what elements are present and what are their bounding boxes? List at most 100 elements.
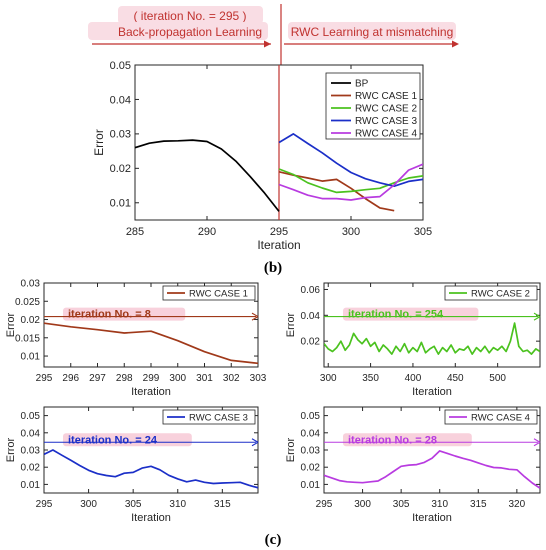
case1-ytick-label: 0.015 [15, 333, 40, 344]
main-series-rwc-case-2 [278, 168, 423, 194]
case1-xtick-label: 298 [116, 373, 133, 384]
case3-x-axis-label: Iteration [131, 512, 171, 524]
case1-annotation-highlight [63, 307, 186, 321]
case2-ytick-label: 0.06 [301, 285, 321, 296]
case4-error-plot: 295 300 305 310 315 320 0.01 0.02 0.03 0.04 0.05 It… [285, 406, 541, 524]
case2-xtick-label: 450 [447, 373, 464, 384]
case1-y-axis-label: Error [5, 312, 17, 337]
main-xtick-label: 285 [126, 226, 144, 238]
case3-annotation-text: iteration No. = 24 [68, 434, 158, 446]
case3-xtick-label: 315 [214, 499, 231, 510]
case3-ytick-label: 0.03 [21, 446, 41, 457]
main-ytick-label: 0.01 [110, 198, 131, 210]
main-xtick-label: 300 [342, 226, 360, 238]
case4-ytick-label: 0.03 [301, 446, 321, 457]
case4-legend-entry: RWC CASE 4 [471, 413, 530, 424]
panel-label-b: (b) [264, 260, 282, 276]
bp-label: Back-propagation Learning [118, 25, 262, 39]
case2-annotation-text: iteration No. = 254 [348, 309, 444, 321]
case1-ytick-label: 0.03 [21, 279, 41, 290]
case2-annotation-arrowhead [533, 312, 541, 321]
case3-xtick-label: 310 [169, 499, 186, 510]
case4-xtick-label: 310 [431, 499, 448, 510]
case4-series-rwc-case-4 [324, 450, 540, 489]
case3-legend-entry: RWC CASE 3 [189, 413, 248, 424]
case2-xtick-label: 300 [320, 373, 337, 384]
main-ytick-label: 0.05 [110, 60, 131, 72]
case2-xtick-label: 350 [362, 373, 379, 384]
case1-xtick-label: 301 [196, 373, 213, 384]
case4-x-axis-label: Iteration [412, 512, 452, 524]
main-ytick-label: 0.03 [110, 129, 131, 141]
case3-ytick-label: 0.01 [21, 480, 41, 491]
case1-xtick-label: 296 [62, 373, 79, 384]
bp-label-highlight [88, 22, 268, 40]
case4-annotation-highlight [343, 433, 472, 447]
main-ytick-label: 0.02 [110, 163, 131, 175]
case3-xtick-label: 305 [125, 499, 142, 510]
case3-ytick-label: 0.02 [21, 463, 41, 474]
case3-xtick-label: 295 [36, 499, 53, 510]
rwc-label-highlight [288, 22, 456, 40]
case4-xtick-label: 315 [470, 499, 487, 510]
case3-series-rwc-case-3 [44, 449, 258, 489]
case2-legend [444, 285, 538, 301]
case1-error-plot: 295 296 297 298 299 300 301 302 303 0.01 0.015 0.02… [5, 279, 267, 399]
phase-annotations: ( iteration No. = 295 ) Back-propagation… [88, 4, 459, 65]
case2-series-rwc-case-2 [324, 322, 540, 355]
case1-ytick-label: 0.025 [15, 297, 40, 308]
case2-xtick-label: 400 [405, 373, 422, 384]
case4-xtick-label: 295 [316, 499, 333, 510]
main-series-bp [135, 139, 280, 212]
case1-legend [162, 285, 256, 301]
main-xtick-label: 305 [414, 226, 432, 238]
case3-xtick-label: 300 [80, 499, 97, 510]
case1-ytick-label: 0.02 [21, 315, 41, 326]
case4-ytick-label: 0.04 [301, 428, 321, 439]
main-legend [325, 72, 421, 140]
case3-ytick-label: 0.04 [21, 428, 41, 439]
case2-legend-entry: RWC CASE 2 [471, 289, 530, 300]
case2-ytick-label: 0.04 [301, 311, 321, 322]
main-series-rwc-case-4 [278, 163, 423, 201]
main-ytick-label: 0.04 [110, 94, 131, 106]
case4-annotation-arrowhead [533, 438, 541, 447]
case2-error-plot: 300 350 400 450 500 0.02 0.04 0.06 Iteration Erro… [285, 282, 541, 398]
case4-ytick-label: 0.02 [301, 463, 321, 474]
main-error-plot: 285 290 295 300 305 0.01 0.02 0.03 0.04 0.05 Itera… [92, 60, 432, 252]
case1-xtick-label: 300 [169, 373, 186, 384]
case1-xtick-label: 297 [89, 373, 106, 384]
rwc-arrowhead [452, 40, 459, 48]
main-legend-entry: RWC CASE 1 [355, 91, 417, 102]
case1-x-axis-label: Iteration [131, 386, 171, 398]
bp-arrowhead [264, 40, 271, 48]
main-y-axis-label: Error [92, 129, 106, 156]
main-legend-entry: RWC CASE 2 [355, 104, 417, 115]
case4-y-axis-label: Error [285, 437, 297, 462]
case2-ytick-label: 0.02 [301, 337, 321, 348]
case4-annotation-text: iteration No. = 28 [348, 434, 437, 446]
case2-xtick-label: 500 [489, 373, 506, 384]
case3-error-plot: 295 300 305 310 315 0.01 0.02 0.03 0.04 0.05 Itera… [5, 406, 259, 524]
case1-xtick-label: 295 [36, 373, 53, 384]
case3-ytick-label: 0.05 [21, 411, 41, 422]
case2-x-axis-label: Iteration [412, 386, 452, 398]
case3-annotation-arrowhead [251, 438, 259, 447]
main-xtick-label: 290 [198, 226, 216, 238]
iteration-label: ( iteration No. = 295 ) [133, 9, 246, 23]
rwc-label: RWC Learning at mismatching [291, 25, 454, 39]
case4-ytick-label: 0.05 [301, 411, 321, 422]
case1-series-rwc-case-1 [44, 322, 258, 365]
case4-legend [444, 409, 538, 425]
case3-y-axis-label: Error [5, 437, 17, 462]
main-xtick-label: 295 [270, 226, 288, 238]
case4-ytick-label: 0.01 [301, 480, 321, 491]
case1-xtick-label: 302 [223, 373, 240, 384]
case2-annotation-highlight [343, 307, 479, 321]
case4-xtick-label: 300 [354, 499, 371, 510]
panel-label-c: (c) [265, 532, 282, 548]
main-legend-entry: RWC CASE 3 [355, 116, 417, 127]
main-series-rwc-case-1 [278, 170, 395, 212]
case3-legend [162, 409, 256, 425]
